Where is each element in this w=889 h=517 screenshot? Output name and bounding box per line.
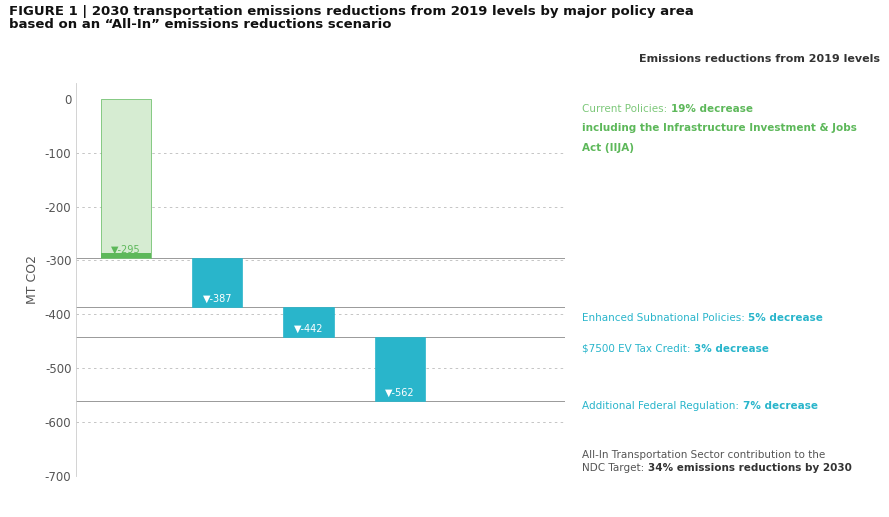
Text: Enhanced Subnational Policies:: Enhanced Subnational Policies: [582,313,749,323]
Bar [375,337,425,401]
Bar [192,257,243,307]
Text: ▼-562: ▼-562 [385,388,415,398]
Text: including the Infrastructure Investment & Jobs: including the Infrastructure Investment … [582,123,857,133]
Text: 7% decrease: 7% decrease [742,401,818,411]
Bar [100,99,151,257]
Y-axis label: MT CO2: MT CO2 [26,255,39,303]
Text: Current Policies:: Current Policies: [582,103,671,114]
Text: Additional Federal Regulation:: Additional Federal Regulation: [582,401,742,411]
Bar [100,253,151,257]
Text: $7500 EV Tax Credit:: $7500 EV Tax Credit: [582,344,694,354]
Text: 34% emissions reductions by 2030: 34% emissions reductions by 2030 [648,463,852,473]
Text: FIGURE 1 | 2030 transportation emissions reductions from 2019 levels by major po: FIGURE 1 | 2030 transportation emissions… [9,5,693,18]
Text: Act (IIJA): Act (IIJA) [582,143,634,153]
Text: ▼-387: ▼-387 [203,294,232,304]
Text: 19% decrease: 19% decrease [671,103,753,114]
Text: ▼-442: ▼-442 [294,324,324,333]
Text: Emissions reductions from 2019 levels: Emissions reductions from 2019 levels [639,54,880,64]
Text: 3% decrease: 3% decrease [694,344,769,354]
Bar [284,307,333,337]
Text: All-In Transportation Sector contribution to the: All-In Transportation Sector contributio… [582,450,826,460]
Text: ▼-295: ▼-295 [111,245,140,254]
Text: based on an “All-In” emissions reductions scenario: based on an “All-In” emissions reduction… [9,18,391,31]
Text: NDC Target:: NDC Target: [582,463,648,473]
Text: 5% decrease: 5% decrease [749,313,823,323]
